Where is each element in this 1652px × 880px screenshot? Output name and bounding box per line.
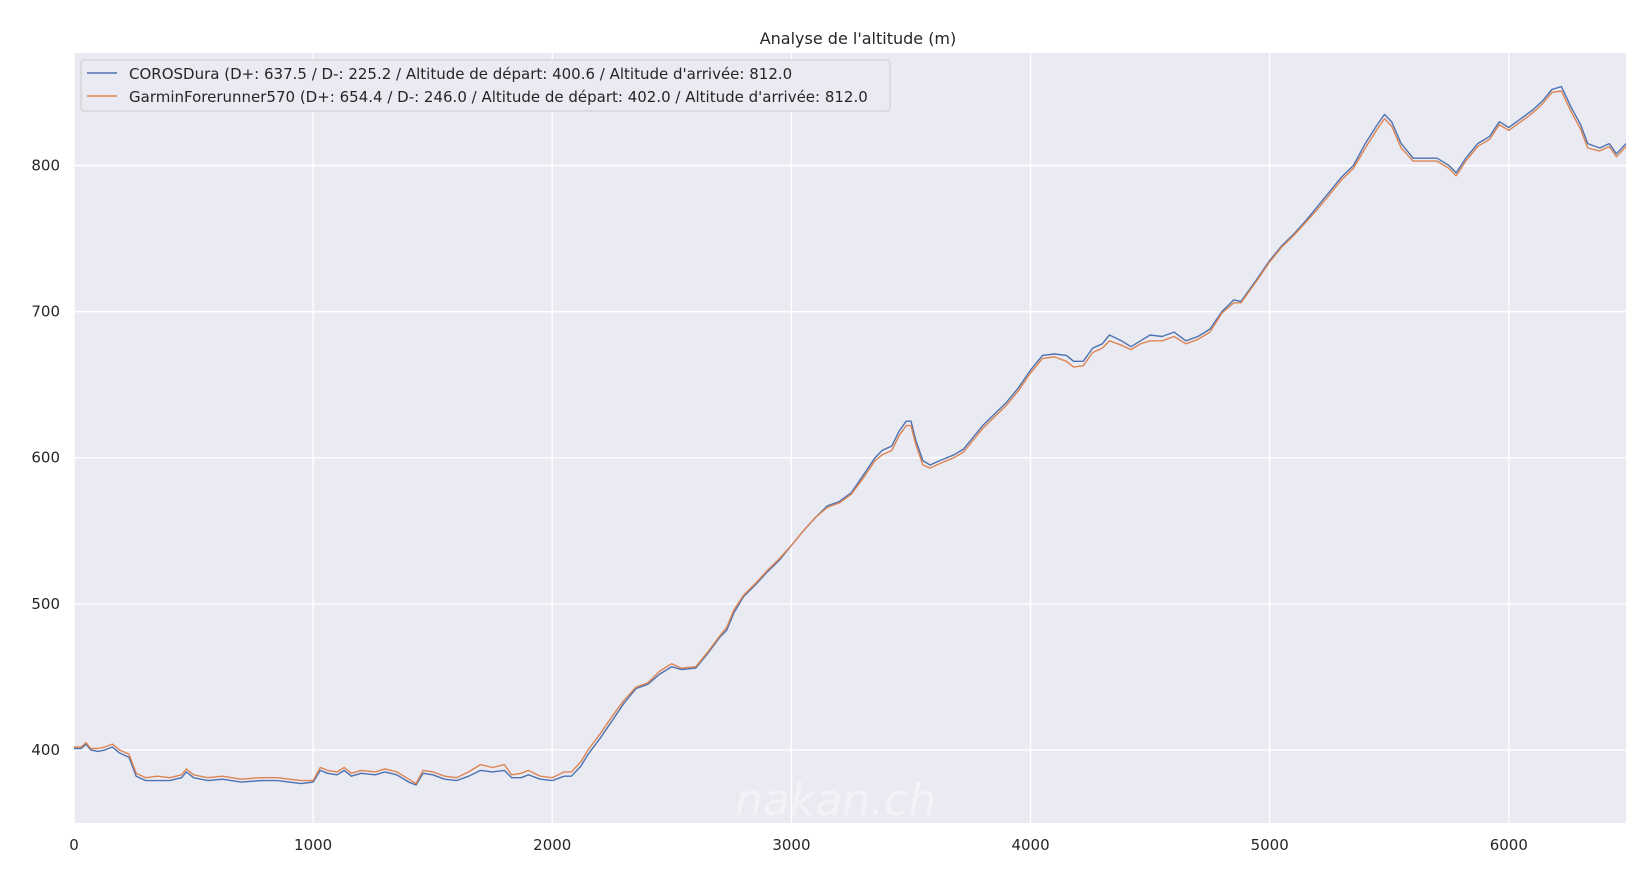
series-line-coros bbox=[74, 85, 1627, 786]
y-tick-label-400: 400 bbox=[31, 741, 60, 759]
x-tick-label-4000: 4000 bbox=[1011, 836, 1049, 854]
x-tick-label-1000: 1000 bbox=[294, 836, 332, 854]
legend-box bbox=[80, 59, 891, 112]
x-tick-label-5000: 5000 bbox=[1251, 836, 1289, 854]
legend-label-coros: COROSDura (D+: 637.5 / D-: 225.2 / Altit… bbox=[129, 65, 792, 83]
x-tick-label-2000: 2000 bbox=[533, 836, 571, 854]
x-axis-ticks: 0 1000 2000 3000 4000 5000 6000 bbox=[69, 836, 1528, 854]
legend: COROSDura (D+: 637.5 / D-: 225.2 / Altit… bbox=[80, 59, 891, 112]
y-axis-ticks: 400 500 600 700 800 bbox=[31, 157, 60, 759]
x-tick-label-0: 0 bbox=[69, 836, 79, 854]
chart-title: Analyse de l'altitude (m) bbox=[760, 29, 957, 48]
y-tick-label-800: 800 bbox=[31, 157, 60, 175]
series-lines bbox=[74, 85, 1627, 786]
grid-lines bbox=[73, 53, 1626, 823]
x-tick-label-6000: 6000 bbox=[1490, 836, 1528, 854]
watermark: nakan.ch bbox=[735, 775, 936, 826]
plot-area bbox=[74, 53, 1626, 823]
x-tick-label-3000: 3000 bbox=[772, 836, 810, 854]
y-tick-label-500: 500 bbox=[31, 595, 60, 613]
legend-label-garmin: GarminForerunner570 (D+: 654.4 / D-: 246… bbox=[129, 88, 868, 106]
series-line-garmin bbox=[74, 90, 1627, 785]
y-tick-label-600: 600 bbox=[31, 449, 60, 467]
y-tick-label-700: 700 bbox=[31, 303, 60, 321]
